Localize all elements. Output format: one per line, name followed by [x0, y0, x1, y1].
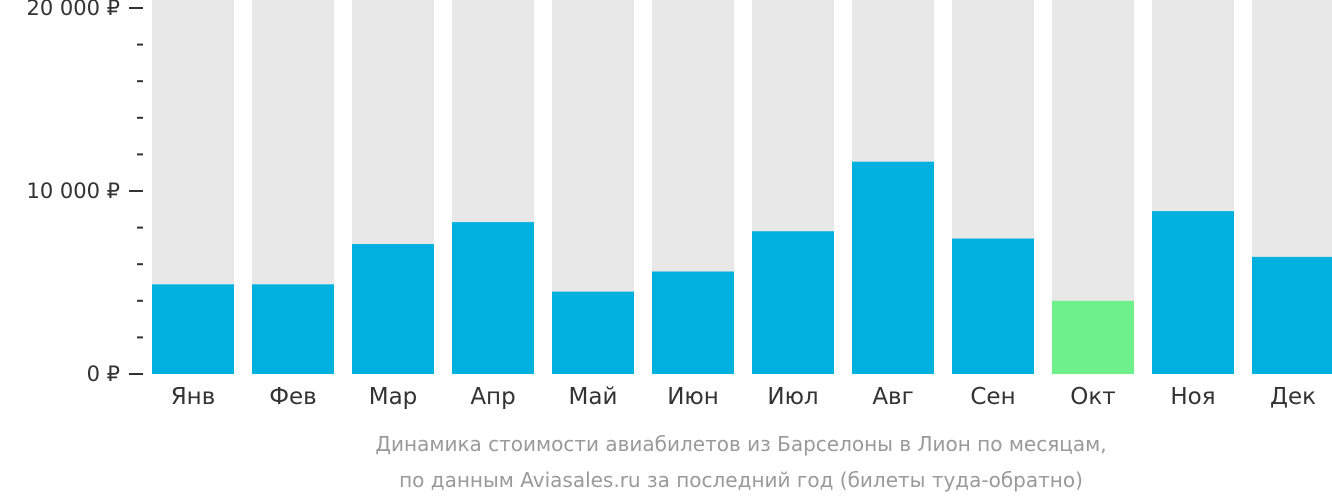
x-tick-label: Мар	[369, 384, 418, 410]
x-tick-label: Окт	[1070, 384, 1115, 410]
x-tick-label: Ноя	[1170, 384, 1215, 410]
bar-10	[1052, 300, 1134, 374]
caption-line-2: по данным Aviasales.ru за последний год …	[399, 468, 1083, 492]
bar-8	[852, 161, 934, 374]
y-tick-label: 10 000 ₽	[26, 179, 120, 203]
x-axis-labels: Янв Фев Мар Апр Май Июн Июл Авг Сен Окт Ноя Дек	[171, 384, 1316, 410]
y-tick-label: 20 000 ₽	[26, 0, 120, 20]
x-tick-label: Дек	[1270, 384, 1316, 410]
x-tick-label: Май	[569, 384, 618, 410]
x-tick-label: Янв	[171, 384, 216, 410]
bar-9	[952, 238, 1034, 374]
x-tick-label: Авг	[872, 384, 913, 410]
x-tick-label: Фев	[269, 384, 317, 410]
bar-6	[652, 271, 734, 374]
caption-line-1: Динамика стоимости авиабилетов из Барсел…	[375, 432, 1106, 456]
x-tick-label: Июл	[767, 384, 818, 410]
x-tick-label: Июн	[667, 384, 719, 410]
bar-3	[352, 244, 434, 374]
bar-1	[152, 284, 234, 374]
y-tick-label: 0 ₽	[87, 362, 120, 386]
x-tick-label: Сен	[970, 384, 1015, 410]
x-tick-label: Апр	[470, 384, 515, 410]
bar-4	[452, 222, 534, 374]
y-axis: 0 ₽ 10 000 ₽ 20 000 ₽	[26, 0, 143, 386]
price-bars	[152, 161, 1332, 374]
bar-2	[252, 284, 334, 374]
bar-11	[1152, 211, 1234, 374]
bar-5	[552, 291, 634, 374]
bar-7	[752, 231, 834, 374]
bar-12	[1252, 256, 1332, 374]
